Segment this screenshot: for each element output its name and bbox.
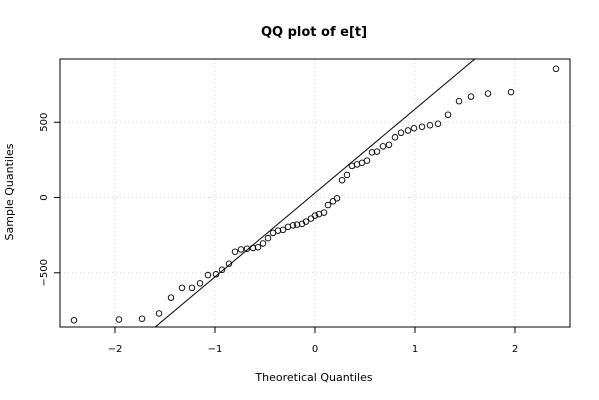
data-point <box>484 90 492 97</box>
data-point <box>155 310 163 317</box>
data-point <box>249 244 257 252</box>
data-point <box>410 125 418 132</box>
data-point <box>373 148 381 155</box>
data-point <box>418 123 426 131</box>
data-point <box>243 245 251 252</box>
data-points <box>70 65 560 324</box>
data-point <box>507 88 515 96</box>
qq-reference-line <box>154 59 476 327</box>
data-point <box>212 271 220 278</box>
data-point <box>343 171 351 179</box>
data-point <box>279 226 287 234</box>
data-point <box>329 198 337 205</box>
data-point <box>188 284 196 292</box>
data-point <box>333 195 341 202</box>
data-point <box>70 316 78 324</box>
data-point <box>397 129 405 137</box>
data-point <box>385 141 393 149</box>
data-point <box>391 134 399 141</box>
data-point <box>289 222 297 229</box>
data-point <box>264 234 272 242</box>
data-point <box>368 149 376 156</box>
data-point <box>225 260 233 268</box>
y-tick-label: 0 <box>39 194 50 200</box>
x-tick-label: −1 <box>208 344 223 355</box>
data-point <box>259 240 267 247</box>
data-point <box>254 243 262 251</box>
data-point <box>274 227 282 234</box>
data-point <box>444 111 452 118</box>
y-axis: −500 0 500 <box>39 113 61 287</box>
data-point <box>320 209 328 216</box>
data-point <box>302 218 310 225</box>
data-point <box>204 271 212 279</box>
data-point <box>231 248 239 255</box>
grid-lines <box>60 59 570 327</box>
x-axis-label: Theoretical Quantiles <box>254 371 372 384</box>
data-point <box>237 246 245 253</box>
data-point <box>115 316 123 323</box>
y-axis-label: Sample Quantiles <box>3 143 16 240</box>
data-point <box>178 284 186 292</box>
data-point <box>426 121 434 129</box>
x-tick-label: −2 <box>108 344 123 355</box>
data-point <box>379 143 387 150</box>
x-tick-label: 0 <box>312 344 318 355</box>
data-point <box>467 93 475 100</box>
data-point <box>307 215 315 222</box>
data-point <box>324 201 332 209</box>
data-point <box>455 97 463 105</box>
x-tick-label: 1 <box>412 344 418 355</box>
data-point <box>138 315 146 322</box>
chart-title: QQ plot of e[t] <box>261 25 367 40</box>
data-point <box>363 157 371 164</box>
y-tick-label: −500 <box>39 259 50 286</box>
data-point <box>552 65 560 73</box>
x-tick-label: 2 <box>512 344 518 355</box>
data-point <box>338 176 346 184</box>
data-point <box>167 294 175 301</box>
y-tick-label: 500 <box>39 113 50 132</box>
data-point <box>218 266 226 274</box>
data-point <box>434 120 442 127</box>
data-point <box>311 212 319 219</box>
reference-line-group <box>154 59 476 327</box>
data-point <box>404 127 412 134</box>
data-point <box>196 280 204 287</box>
x-axis: −2 −1 0 1 2 <box>108 326 518 355</box>
data-point <box>293 221 301 228</box>
